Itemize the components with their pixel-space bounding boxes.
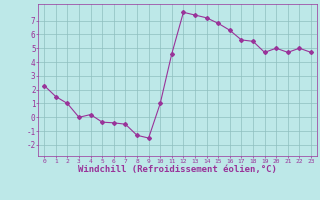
X-axis label: Windchill (Refroidissement éolien,°C): Windchill (Refroidissement éolien,°C)	[78, 165, 277, 174]
